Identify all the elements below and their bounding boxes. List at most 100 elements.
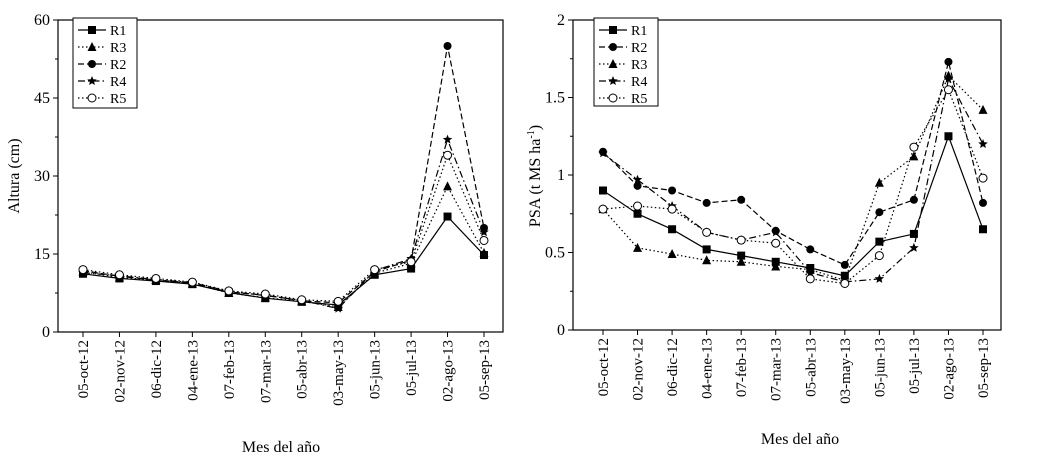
series-line-r5: [602, 88, 984, 285]
y-tick-label: 2: [557, 12, 565, 29]
data-point-r2: [875, 208, 884, 217]
x-tick-label: 07-mar-13: [769, 338, 785, 401]
data-point-r3: [771, 261, 781, 271]
data-point-r1: [443, 212, 452, 221]
legend-label-r1: R1: [631, 24, 647, 39]
legend-box: [72, 17, 138, 109]
series-line-r1: [602, 134, 984, 277]
x-tick-label: 04-ene-13: [700, 338, 716, 399]
x-tick-label: 03-may-13: [331, 340, 347, 406]
data-point-r4: [978, 139, 988, 148]
x-tick-label: 05-abr-13: [295, 340, 311, 399]
x-axis-label: Mes del año: [761, 431, 839, 448]
data-point-r4: [771, 227, 781, 237]
data-point-r4: [805, 267, 815, 277]
x-tick-label: 06-dic-12: [665, 338, 681, 396]
y-tick-label: 30: [34, 168, 50, 185]
data-point-r3: [702, 255, 712, 265]
x-tick-label: 07-feb-13: [222, 340, 238, 399]
legend-label-r1: R1: [110, 24, 126, 39]
data-point-r5: [297, 295, 307, 305]
data-point-r5: [978, 173, 988, 183]
data-point-r5: [702, 227, 712, 237]
x-tick-label: 05-sep-13: [477, 340, 493, 400]
data-point-r3: [667, 249, 677, 259]
data-point-r5: [224, 286, 234, 296]
height-chart: Altura (cm) Mes del año 0 15 30 45 60 05-oct-…: [6, 12, 504, 456]
legend-label-r4: R4: [110, 75, 126, 90]
data-point-r4: [943, 73, 954, 83]
data-point-r4: [479, 227, 489, 237]
data-point-r5: [260, 289, 270, 299]
data-point-r1: [909, 229, 918, 238]
legend-marker-r4: [608, 76, 618, 85]
legend-marker-r1: [609, 26, 617, 34]
data-point-r5: [598, 204, 608, 214]
legend-marker-r4: [87, 76, 97, 85]
psa-chart: PSA (t MS ha-1) Mes del año 0 0.5 1 1.5 2 05-…: [526, 12, 1002, 448]
data-point-r3: [978, 104, 988, 114]
x-tick-label: 05-abr-13: [803, 338, 819, 397]
data-point-r1: [599, 186, 607, 195]
data-point-r3: [479, 247, 489, 257]
series-line-r1: [82, 215, 485, 306]
data-point-r2: [737, 195, 746, 204]
data-point-r1: [633, 209, 642, 218]
y-axis-label-main: PSA (t MS ha: [527, 139, 544, 227]
legend-label-r2: R2: [110, 58, 126, 73]
legend-marker-r1: [88, 26, 96, 34]
y-tick-label: 1.5: [545, 90, 565, 107]
y-axis-label: Altura (cm): [6, 138, 23, 213]
data-point-r5: [114, 270, 124, 280]
data-point-r5: [78, 265, 88, 275]
data-point-r1: [944, 132, 953, 141]
data-point-r3: [736, 256, 746, 266]
data-point-r5: [840, 279, 850, 288]
data-point-r1: [668, 225, 677, 234]
data-point-r1: [979, 225, 987, 234]
x-tick-label: 05-oct-12: [596, 338, 612, 396]
legend-marker-r3: [608, 59, 618, 68]
y-axis-label: PSA (t MS ha-1): [526, 125, 544, 227]
legend-marker-r2: [609, 43, 617, 51]
data-point-r2: [909, 195, 918, 204]
data-point-r2: [806, 245, 815, 254]
legend-marker-r2: [88, 60, 96, 68]
y-axis-label-sup: -1: [526, 130, 537, 138]
x-tick-label: 05-jul-13: [404, 340, 420, 396]
data-point-r5: [479, 235, 489, 245]
data-point-r4: [874, 273, 885, 283]
data-point-r5: [805, 274, 815, 284]
data-point-r5: [667, 204, 677, 214]
data-point-r2: [979, 198, 987, 207]
data-point-r5: [187, 277, 197, 287]
legend-label-r3: R3: [631, 58, 647, 73]
legend-label-r3: R3: [110, 41, 126, 56]
x-tick-label: 03-may-13: [838, 338, 854, 404]
legend-marker-r5: [87, 93, 97, 103]
x-tick-label: 05-jul-13: [907, 338, 923, 394]
data-point-r3: [633, 242, 643, 252]
data-point-r5: [736, 235, 746, 245]
y-tick-label: 60: [34, 12, 50, 29]
x-tick-label: 07-mar-13: [258, 340, 274, 403]
x-tick-label: 04-ene-13: [185, 340, 201, 401]
data-point-r5: [370, 265, 380, 275]
series-line-r3: [602, 74, 984, 282]
y-tick-label: 15: [34, 246, 50, 263]
data-point-r2: [443, 42, 452, 50]
x-tick-label: 07-feb-13: [734, 338, 750, 397]
data-point-r3: [909, 151, 919, 161]
y-tick-label: 0: [557, 322, 565, 339]
y-tick-label: 0: [42, 324, 50, 341]
legend-box: [593, 17, 659, 107]
data-point-r1: [702, 245, 711, 254]
data-point-r4: [632, 174, 643, 184]
data-point-r4: [598, 148, 608, 158]
data-point-r2: [840, 260, 849, 269]
x-tick-label: 05-sep-13: [976, 338, 992, 398]
data-point-r2: [944, 57, 953, 66]
series-line-r2: [82, 45, 485, 304]
y-axis-label-end: ): [527, 125, 544, 130]
